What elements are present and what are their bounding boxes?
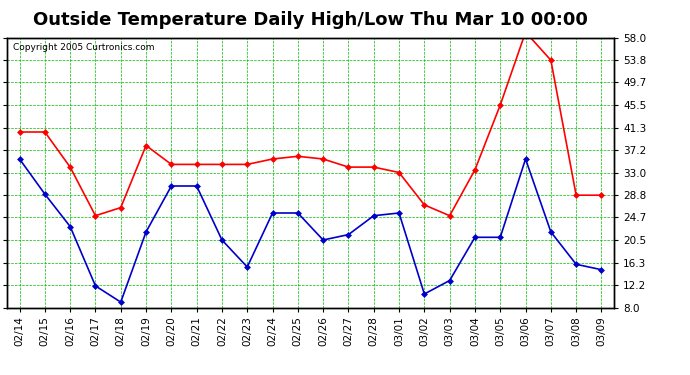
Text: Outside Temperature Daily High/Low Thu Mar 10 00:00: Outside Temperature Daily High/Low Thu M… xyxy=(33,11,588,29)
Text: Copyright 2005 Curtronics.com: Copyright 2005 Curtronics.com xyxy=(13,43,155,52)
